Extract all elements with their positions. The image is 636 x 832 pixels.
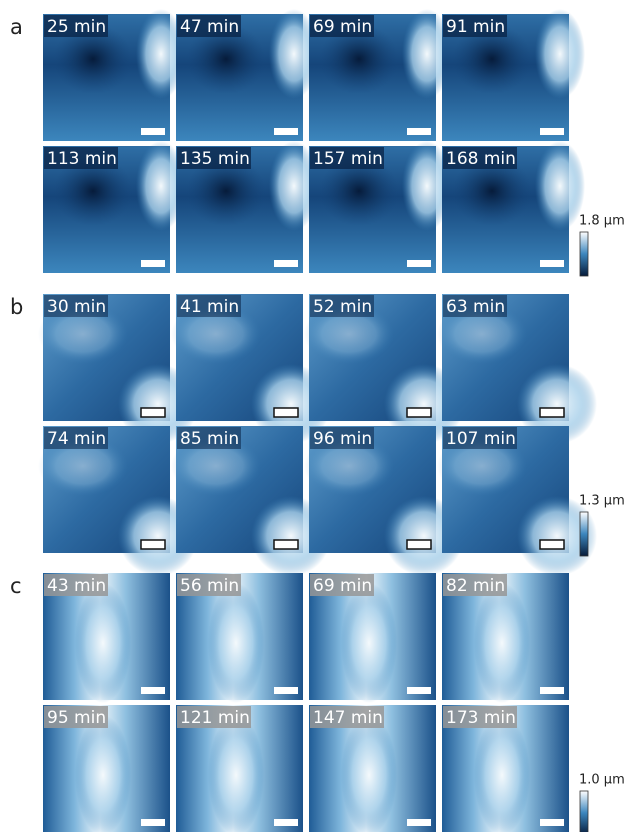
scale-bar bbox=[274, 540, 298, 549]
colorbar bbox=[580, 232, 588, 276]
image-frame: 63 min bbox=[437, 294, 597, 444]
frame-label: 95 min bbox=[47, 708, 106, 728]
image-frame: 168 min bbox=[442, 141, 585, 273]
frame-label: 74 min bbox=[47, 429, 106, 449]
image-frame: 96 min bbox=[304, 426, 464, 576]
colorbar bbox=[580, 791, 588, 832]
bright-region bbox=[474, 715, 530, 832]
scale-bar bbox=[274, 819, 298, 826]
image-frame: 56 min bbox=[176, 573, 303, 703]
image-frame: 135 min bbox=[176, 141, 319, 273]
frame-label: 113 min bbox=[47, 149, 117, 169]
image-frame: 157 min bbox=[309, 141, 452, 273]
scale-bar bbox=[141, 819, 165, 826]
image-frame: 30 min bbox=[38, 294, 198, 444]
image-frame: 41 min bbox=[171, 294, 331, 444]
bright-region bbox=[208, 583, 264, 703]
frame-label: 121 min bbox=[180, 708, 250, 728]
image-frame: 74 min bbox=[38, 426, 198, 576]
scale-bar bbox=[141, 260, 165, 267]
scale-bar bbox=[407, 260, 431, 267]
frame-label: 147 min bbox=[313, 708, 383, 728]
frame-label: 91 min bbox=[446, 17, 505, 37]
colorbar-label: 1.3 µm bbox=[579, 494, 625, 509]
scale-bar bbox=[141, 128, 165, 135]
frame-label: 52 min bbox=[313, 297, 372, 317]
frame-label: 41 min bbox=[180, 297, 239, 317]
bright-region bbox=[208, 715, 264, 832]
scale-bar bbox=[141, 540, 165, 549]
bright-region bbox=[535, 9, 585, 99]
image-frame: 47 min bbox=[176, 9, 319, 141]
scale-bar bbox=[141, 408, 165, 417]
image-frame: 85 min bbox=[171, 426, 331, 576]
scale-bar bbox=[540, 687, 564, 694]
image-frame: 107 min bbox=[437, 426, 597, 576]
bright-region bbox=[474, 583, 530, 703]
scale-bar bbox=[540, 819, 564, 826]
scale-bar bbox=[274, 687, 298, 694]
panel-letter: b bbox=[10, 295, 23, 319]
scale-bar bbox=[407, 819, 431, 826]
bright-region bbox=[75, 715, 131, 832]
frame-label: 56 min bbox=[180, 576, 239, 596]
frame-label: 25 min bbox=[47, 17, 106, 37]
scale-bar bbox=[407, 408, 431, 417]
colorbar bbox=[580, 512, 588, 556]
frame-label: 135 min bbox=[180, 149, 250, 169]
frame-label: 173 min bbox=[446, 708, 516, 728]
scale-bar bbox=[141, 687, 165, 694]
frame-label: 43 min bbox=[47, 576, 106, 596]
image-frame: 69 min bbox=[309, 573, 436, 703]
frame-label: 63 min bbox=[446, 297, 505, 317]
frame-label: 47 min bbox=[180, 17, 239, 37]
scale-bar bbox=[540, 260, 564, 267]
bright-region bbox=[341, 715, 397, 832]
panel-letter: c bbox=[10, 574, 22, 598]
frame-label: 96 min bbox=[313, 429, 372, 449]
scale-bar bbox=[274, 128, 298, 135]
frame-label: 168 min bbox=[446, 149, 516, 169]
image-frame: 91 min bbox=[442, 9, 585, 141]
panel-letter: a bbox=[10, 15, 23, 39]
image-frame: 43 min bbox=[43, 573, 170, 703]
image-frame: 82 min bbox=[442, 573, 569, 703]
colorbar-label: 1.0 µm bbox=[579, 773, 625, 788]
colorbar-label: 1.8 µm bbox=[579, 214, 625, 229]
frame-label: 85 min bbox=[180, 429, 239, 449]
scale-bar bbox=[407, 128, 431, 135]
scale-bar bbox=[407, 540, 431, 549]
scale-bar bbox=[540, 540, 564, 549]
image-frame: 95 min bbox=[43, 705, 170, 832]
image-frame: 69 min bbox=[309, 9, 452, 141]
bright-region bbox=[341, 583, 397, 703]
bright-region bbox=[535, 141, 585, 231]
frame-label: 82 min bbox=[446, 576, 505, 596]
image-frame: 25 min bbox=[43, 9, 186, 141]
frame-label: 30 min bbox=[47, 297, 106, 317]
frame-label: 69 min bbox=[313, 17, 372, 37]
image-frame: 113 min bbox=[43, 141, 186, 273]
scale-bar bbox=[274, 408, 298, 417]
frame-label: 157 min bbox=[313, 149, 383, 169]
image-frame: 173 min bbox=[442, 705, 569, 832]
bright-region bbox=[75, 583, 131, 703]
image-frame: 52 min bbox=[304, 294, 464, 444]
scale-bar bbox=[540, 128, 564, 135]
figure: a 25 min 47 min 69 min 91 min 113 min 135 min 1… bbox=[0, 0, 636, 832]
frame-label: 107 min bbox=[446, 429, 516, 449]
scale-bar bbox=[274, 260, 298, 267]
image-frame: 147 min bbox=[309, 705, 436, 832]
frame-label: 69 min bbox=[313, 576, 372, 596]
image-frame: 121 min bbox=[176, 705, 303, 832]
scale-bar bbox=[407, 687, 431, 694]
scale-bar bbox=[540, 408, 564, 417]
